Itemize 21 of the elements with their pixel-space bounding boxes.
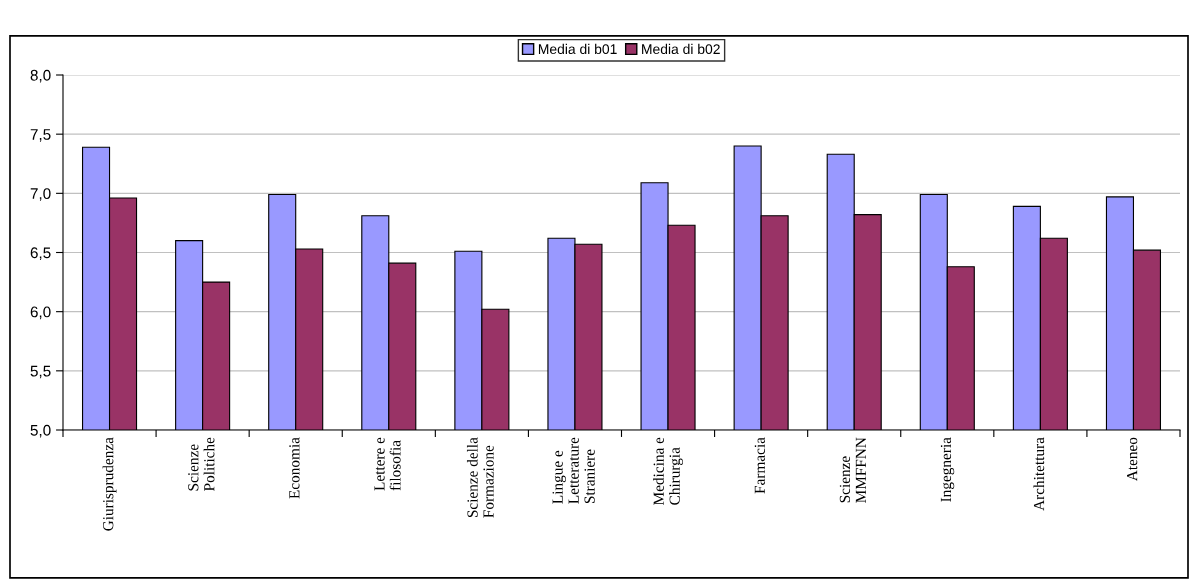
y-tick-label: 6,5 (30, 247, 51, 260)
x-tick-label: Architettura (1033, 437, 1045, 511)
x-tick-label: Medicina e Chirurgia (653, 437, 683, 505)
x-tick-label: Lettere e filosofia (374, 437, 401, 491)
legend-label: Media di b02 (642, 43, 720, 55)
y-tick-label: 5,5 (30, 365, 51, 379)
x-tick-label: Farmacia (754, 437, 765, 494)
x-tick-label: Ateneo (1127, 437, 1138, 482)
y-tick-label: 7,5 (30, 129, 51, 142)
x-tick-label: Lingue e Letterature Straniere (552, 437, 595, 504)
y-tick-label: 7,0 (30, 188, 51, 201)
x-tick-label: Scienze Politiche (188, 437, 215, 491)
x-tick-label: Scienze della Formazione (466, 437, 494, 518)
x-tick-label: Economia (289, 437, 300, 499)
legend-label: Media di b01 (538, 43, 617, 55)
x-tick-label: Scienze MMFFNN (839, 437, 866, 503)
y-tick-label: 8,0 (30, 69, 51, 83)
y-tick-label: 6,0 (30, 306, 51, 320)
x-tick-label: Giurisprudenza (102, 437, 117, 531)
x-tick-label: Ingegneria (940, 437, 955, 502)
y-tick-label: 5,0 (30, 424, 51, 438)
